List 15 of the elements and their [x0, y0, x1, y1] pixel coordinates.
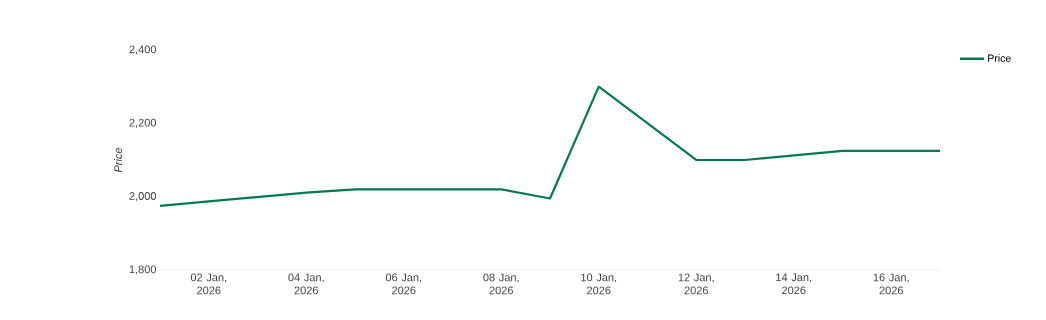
legend-label: Price [988, 54, 1011, 62]
x-tick-label: 08 Jan, 2026 [483, 273, 519, 295]
y-axis-title: Price [114, 147, 123, 173]
x-tick-label: 06 Jan, 2026 [385, 273, 422, 295]
x-tick-label: 14 Jan, 2026 [776, 273, 812, 295]
y-tick-label: 2,000 [129, 192, 157, 202]
x-tick-label: 02 Jan, 2026 [190, 273, 227, 295]
line-series [158, 85, 942, 207]
x-tick-label: 10 Jan, 2026 [581, 273, 617, 295]
x-tick-label: 12 Jan, 2026 [678, 273, 714, 295]
x-tick-label: 04 Jan, 2026 [288, 273, 324, 295]
y-tick-label: 2,200 [129, 118, 157, 128]
y-tick-label: 2,400 [129, 45, 157, 55]
x-tick-label: 16 Jan, 2026 [873, 273, 909, 295]
y-tick-label: 1,800 [129, 265, 157, 275]
